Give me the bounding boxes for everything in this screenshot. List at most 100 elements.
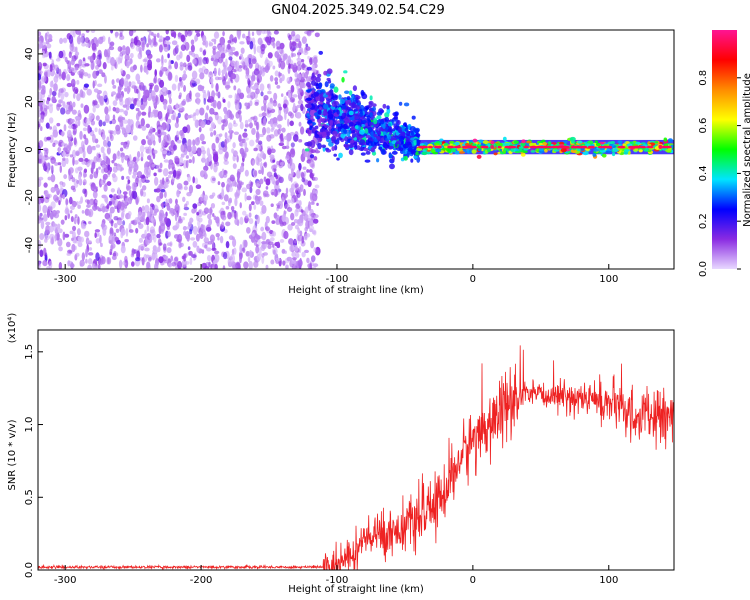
spectrogram-cell: [244, 57, 250, 67]
spectrogram-cell: [259, 200, 264, 206]
spectrogram-cell: [133, 98, 138, 106]
spectrogram-cell: [158, 135, 162, 144]
spectrogram-cell: [262, 252, 268, 256]
spectrogram-cell: [296, 169, 301, 179]
spectrogram-cell: [95, 115, 100, 121]
spectrogram-cell: [654, 141, 659, 144]
spectrogram-cell: [218, 47, 224, 54]
spectrogram-cell: [211, 247, 217, 251]
spectrogram-cell: [52, 130, 59, 138]
spectrogram-cell: [220, 141, 226, 148]
spectrogram-cell: [280, 162, 284, 166]
spectrogram-cell: [40, 105, 43, 113]
spectrogram-cell: [167, 174, 172, 179]
spectrogram-cell: [290, 222, 296, 227]
spectrogram-cell: [335, 123, 342, 127]
spectrogram-cell: [66, 252, 71, 256]
spectrogram-cell: [281, 145, 287, 150]
spectrogram-cell: [321, 144, 327, 149]
spectrogram-cell: [66, 82, 73, 88]
spectrogram-cell: [39, 249, 44, 258]
spectrogram-cell: [525, 142, 530, 147]
spectrogram-cell: [208, 71, 214, 79]
spectrogram-cell: [85, 117, 91, 125]
spectrogram-cell: [225, 205, 230, 210]
spectrogram-cell: [176, 130, 180, 138]
spectrogram-cell: [88, 112, 94, 120]
spectrogram-cell: [87, 252, 94, 256]
spectrogram-cell: [191, 254, 197, 259]
spectrogram-cell: [209, 127, 214, 132]
spectrogram-cell: [345, 99, 352, 105]
spectrogram-cell: [58, 68, 62, 77]
spectrogram-cell: [365, 134, 371, 139]
spectrogram-cell: [274, 77, 279, 82]
spectrogram-cell: [348, 110, 354, 116]
spectrogram-cell: [132, 174, 137, 179]
spectrogram-cell: [50, 186, 56, 193]
spectrogram-cell: [228, 202, 231, 207]
spectrogram-cell: [313, 112, 320, 117]
spectrogram-cell: [387, 122, 392, 127]
spectrogram-cell: [291, 259, 296, 264]
spectrogram-cell: [234, 60, 238, 69]
spectrogram-cell: [110, 30, 114, 34]
spectrogram-cell: [106, 48, 111, 58]
snr-series-line: [38, 345, 674, 570]
spectrogram-cell: [153, 75, 158, 84]
spectrogram-cell: [276, 204, 280, 209]
spectrogram-cell: [52, 209, 57, 217]
spectrogram-cell: [151, 95, 156, 102]
spectrogram-cell: [410, 130, 415, 137]
spectrogram-cell: [110, 65, 114, 71]
spectrogram-cell: [301, 64, 307, 69]
spectrogram-cell: [161, 177, 165, 185]
spectrogram-cell: [104, 118, 110, 123]
spectrogram-cell: [175, 198, 178, 205]
spectrogram-cell: [318, 50, 324, 55]
spectrogram-cell: [174, 61, 179, 70]
spectrogram-cell: [159, 70, 163, 77]
spectrogram-cell: [62, 103, 67, 109]
spectrogram-cell: [275, 180, 280, 186]
spectrogram-cell: [133, 163, 139, 172]
spectrogram-cell: [203, 207, 210, 214]
spectrogram-cell: [667, 138, 673, 143]
spectrogram-cell: [68, 124, 74, 129]
spectrogram-cell: [95, 252, 100, 261]
spectrogram-cell: [145, 167, 151, 176]
spectrogram-cell: [211, 142, 216, 152]
spectrogram-cell: [178, 241, 182, 249]
spectrogram-cell: [310, 240, 315, 249]
spectrogram-cell: [305, 43, 309, 48]
spectrogram-cell: [638, 149, 643, 153]
spectrogram-cell: [241, 56, 245, 63]
spectrogram-cell: [230, 253, 236, 263]
spectrogram-cell: [349, 139, 355, 144]
spectrogram-cell: [358, 147, 364, 152]
spectrogram-cell: [129, 66, 135, 73]
spectrogram-cell: [144, 204, 150, 214]
spectrogram-cell: [123, 110, 128, 115]
spectrogram-cell: [304, 148, 310, 152]
spectrogram-cell: [224, 132, 228, 139]
spectrogram-cell: [361, 123, 365, 128]
spectrogram-cell: [206, 247, 212, 252]
spectrogram-cell: [303, 188, 306, 197]
spectrogram-cell: [239, 216, 244, 225]
spectrogram-cell: [297, 65, 301, 72]
spectrogram-cell: [299, 257, 302, 266]
spectrogram-cell: [141, 111, 147, 116]
spectrogram-cell: [109, 120, 113, 125]
spectrogram-cell: [82, 179, 87, 186]
colorbar-tick-label: 0.0: [698, 261, 709, 277]
spectrogram-cell: [50, 159, 55, 165]
spectrogram-cell: [310, 255, 316, 262]
spectrogram-cell: [304, 249, 309, 254]
spectrogram-cell: [111, 79, 115, 86]
spectrogram-cell: [130, 52, 134, 59]
spectrogram-cell: [212, 213, 215, 217]
spectrogram-cell: [259, 83, 265, 92]
spectrogram-cell: [73, 87, 79, 94]
spectrogram-cell: [88, 211, 92, 216]
